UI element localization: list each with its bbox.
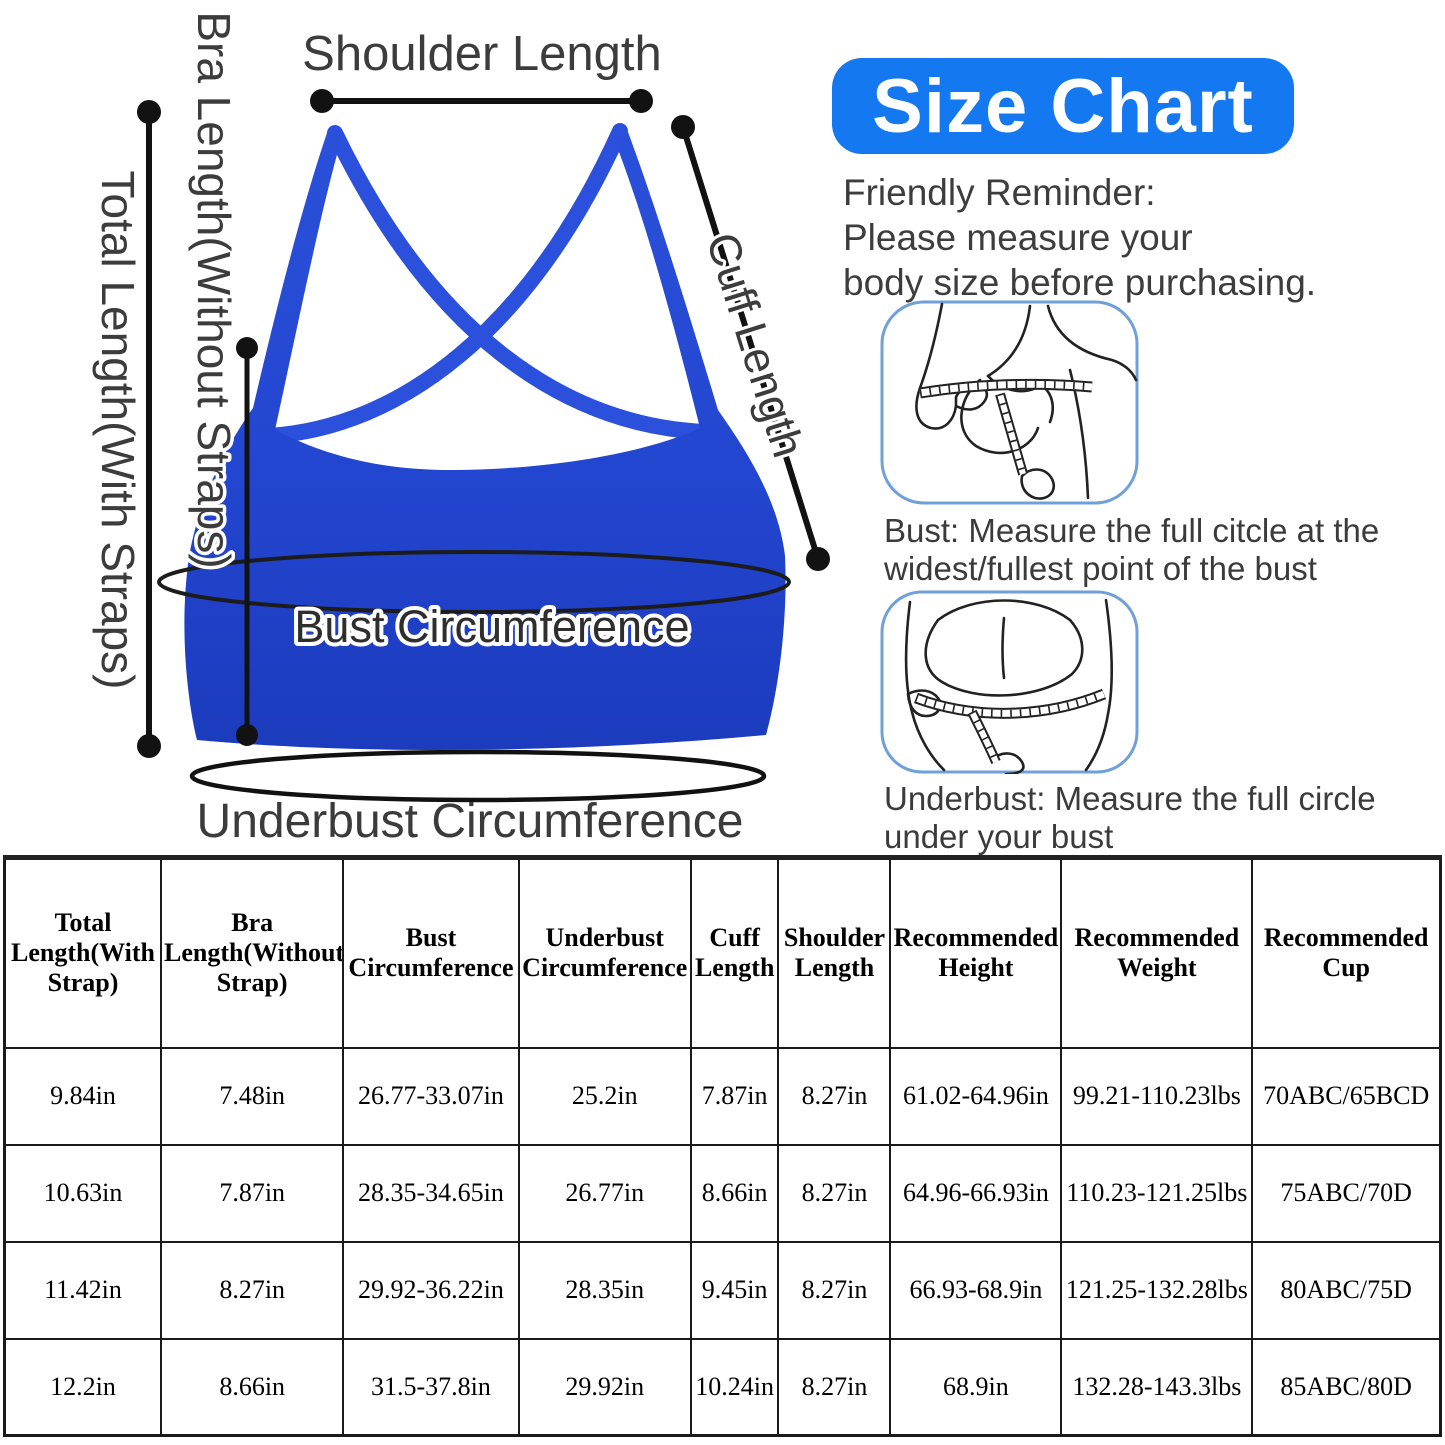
bust-caption: Bust: Measure the full citcle at the wid…	[884, 512, 1444, 588]
reminder-line: Please measure your	[843, 217, 1193, 258]
table-cell: 85ABC/80D	[1251, 1337, 1442, 1437]
underbust-caption-line: under your bust	[884, 818, 1114, 855]
table-cell: 8.66in	[160, 1337, 345, 1437]
size-chart-title: Size Chart	[872, 63, 1254, 149]
table-row: 10.63in 7.87in 28.35-34.65in 26.77in 8.6…	[3, 1143, 1442, 1243]
bust-circumference-label: Bust Circumference	[294, 601, 689, 652]
table-cell: 26.77in	[517, 1143, 692, 1243]
table-cell: 10.63in	[3, 1143, 163, 1243]
table-cell: 70ABC/65BCD	[1251, 1046, 1442, 1146]
col-header: Bra Length(Without Strap)	[160, 856, 345, 1049]
table-cell: 25.2in	[517, 1046, 692, 1146]
table-cell: 8.27in	[777, 1240, 892, 1340]
table-cell: 8.27in	[160, 1240, 345, 1340]
table-cell: 8.27in	[777, 1143, 892, 1243]
friendly-reminder: Friendly Reminder: Please measure your b…	[843, 170, 1433, 305]
table-cell: 28.35in	[517, 1240, 692, 1340]
table-cell: 12.2in	[3, 1337, 163, 1437]
size-chart-badge: Size Chart	[832, 58, 1294, 154]
col-header: Recommended Weight	[1060, 856, 1254, 1049]
table-cell: 99.21-110.23lbs	[1060, 1046, 1254, 1146]
table-cell: 11.42in	[3, 1240, 163, 1340]
table-cell: 75ABC/70D	[1251, 1143, 1442, 1243]
bust-caption-line: widest/fullest point of the bust	[884, 550, 1317, 587]
table-cell: 29.92-36.22in	[342, 1240, 520, 1340]
table-cell: 8.66in	[689, 1143, 780, 1243]
bra-length-label: Bra Length(Without Straps)	[188, 11, 240, 568]
measure-dot	[310, 89, 334, 113]
illustration-frame	[880, 300, 1139, 505]
table-cell: 61.02-64.96in	[889, 1046, 1063, 1146]
underbust-caption: Underbust: Measure the full circle under…	[884, 780, 1444, 856]
table-cell: 31.5-37.8in	[342, 1337, 520, 1437]
bra-measurement-diagram: Shoulder Length Total Length(With Straps…	[88, 8, 830, 848]
bust-measure-illustration	[880, 300, 1139, 505]
underbust-caption-line: Underbust: Measure the full circle	[884, 780, 1376, 817]
table-cell: 66.93-68.9in	[889, 1240, 1063, 1340]
measure-dot	[629, 89, 653, 113]
table-cell: 68.9in	[889, 1337, 1063, 1437]
table-cell: 132.28-143.3lbs	[1060, 1337, 1254, 1437]
table-cell: 7.48in	[160, 1046, 345, 1146]
table-cell: 8.27in	[777, 1337, 892, 1437]
table-cell: 7.87in	[689, 1046, 780, 1146]
col-header: Cuff Length	[689, 856, 780, 1049]
reminder-line: body size before purchasing.	[843, 262, 1317, 303]
col-header: Recommended Cup	[1251, 856, 1442, 1049]
table-cell: 29.92in	[517, 1337, 692, 1437]
bra-strap-right-cross	[260, 123, 628, 444]
underbust-measure-illustration	[880, 590, 1139, 774]
col-header: Total Length(With Strap)	[3, 856, 163, 1049]
table-cell: 9.84in	[3, 1046, 163, 1146]
measure-dot	[137, 100, 161, 124]
table-row: 12.2in 8.66in 31.5-37.8in 29.92in 10.24i…	[3, 1337, 1442, 1437]
shoulder-length-label: Shoulder Length	[302, 27, 662, 81]
size-table: Total Length(With Strap) Bra Length(With…	[3, 855, 1442, 1437]
measure-dot	[806, 547, 830, 571]
table-row: 11.42in 8.27in 29.92-36.22in 28.35in 9.4…	[3, 1240, 1442, 1340]
measure-dot	[236, 724, 258, 746]
table-cell: 64.96-66.93in	[889, 1143, 1063, 1243]
col-header: Recommended Height	[889, 856, 1063, 1049]
reminder-line: Friendly Reminder:	[843, 172, 1156, 213]
measure-dot	[671, 115, 695, 139]
measure-dot	[137, 734, 161, 758]
bust-caption-line: Bust: Measure the full citcle at the	[884, 512, 1380, 549]
underbust-circumference-label: Underbust Circumference	[197, 795, 744, 848]
table-cell: 121.25-132.28lbs	[1060, 1240, 1254, 1340]
table-cell: 80ABC/75D	[1251, 1240, 1442, 1340]
table-header-row: Total Length(With Strap) Bra Length(With…	[3, 856, 1442, 1049]
col-header: Underbust Circumference	[517, 856, 692, 1049]
table-cell: 8.27in	[777, 1046, 892, 1146]
col-header: Bust Circumference	[342, 856, 520, 1049]
bust-circumference-ellipse	[157, 550, 791, 614]
table-cell: 10.24in	[689, 1337, 780, 1437]
cuff-length-line	[680, 126, 821, 560]
col-header: Shoulder Length	[777, 856, 892, 1049]
underbust-circumference-ellipse	[189, 749, 767, 803]
table-cell: 28.35-34.65in	[342, 1143, 520, 1243]
measure-dot	[236, 337, 258, 359]
table-cell: 9.45in	[689, 1240, 780, 1340]
illustration-frame	[880, 590, 1139, 774]
table-cell: 110.23-121.25lbs	[1060, 1143, 1254, 1243]
table-cell: 7.87in	[160, 1143, 345, 1243]
bra-strap-left-cross	[327, 125, 713, 440]
total-length-label: Total Length(With Straps)	[92, 170, 144, 689]
table-row: 9.84in 7.48in 26.77-33.07in 25.2in 7.87i…	[3, 1046, 1442, 1146]
bra-body	[184, 130, 786, 751]
table-cell: 26.77-33.07in	[342, 1046, 520, 1146]
